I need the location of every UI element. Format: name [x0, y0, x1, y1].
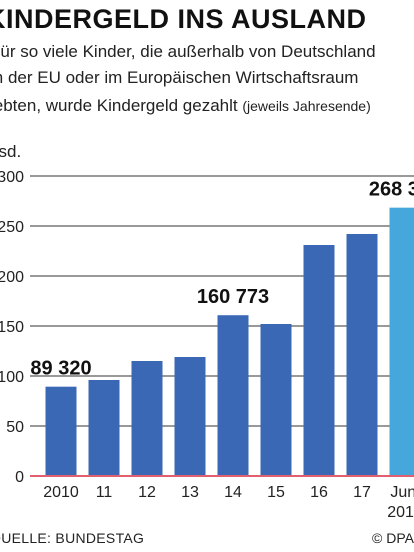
y-tick-label: 300 [0, 169, 24, 186]
data-label: 89 320 [30, 358, 91, 380]
y-axis-unit: Tsd. [0, 142, 22, 161]
data-label: 268 336 [369, 179, 414, 201]
subtitle-note: (jeweils Jahresende) [242, 98, 371, 114]
subtitle-line-2: in der EU oder im Europäischen Wirtschaf… [0, 68, 359, 87]
x-tick-label: 16 [310, 484, 328, 501]
bar [346, 234, 378, 476]
x-tick-label: Juni [390, 484, 414, 501]
x-tick-label: 12 [138, 484, 156, 501]
x-tick-label: 11 [96, 484, 113, 501]
source-note: QUELLE: BUNDESTAG [0, 530, 145, 546]
subtitle-line-3: lebten, wurde Kindergeld gezahlt (jeweil… [0, 96, 371, 116]
y-tick-label: 0 [15, 469, 24, 486]
bar [88, 380, 120, 476]
chart-title: KINDERGELD INS AUSLAND [0, 4, 367, 34]
subtitle-text: lebten, wurde Kindergeld gezahlt [0, 96, 238, 115]
y-tick-label: 100 [0, 369, 24, 386]
dpa-credit: © DPA [372, 530, 414, 546]
x-tick-label: 2018 [387, 504, 414, 521]
x-tick-label: 13 [181, 484, 199, 501]
bar [389, 207, 414, 476]
x-tick-label: 2010 [43, 484, 79, 501]
y-tick-label: 50 [6, 419, 24, 436]
y-tick-label: 250 [0, 219, 24, 236]
x-tick-label: 14 [224, 484, 242, 501]
bar [260, 324, 292, 476]
bar [45, 386, 77, 476]
bar [131, 361, 163, 476]
bar [174, 357, 206, 476]
y-tick-label: 200 [0, 269, 24, 286]
bar [217, 315, 249, 476]
x-tick-label: 15 [267, 484, 285, 501]
bar [303, 245, 335, 476]
data-label: 160 773 [197, 286, 269, 308]
y-tick-label: 150 [0, 319, 24, 336]
x-tick-label: 17 [353, 484, 371, 501]
subtitle-line-1: Für so viele Kinder, die außerhalb von D… [0, 42, 376, 61]
